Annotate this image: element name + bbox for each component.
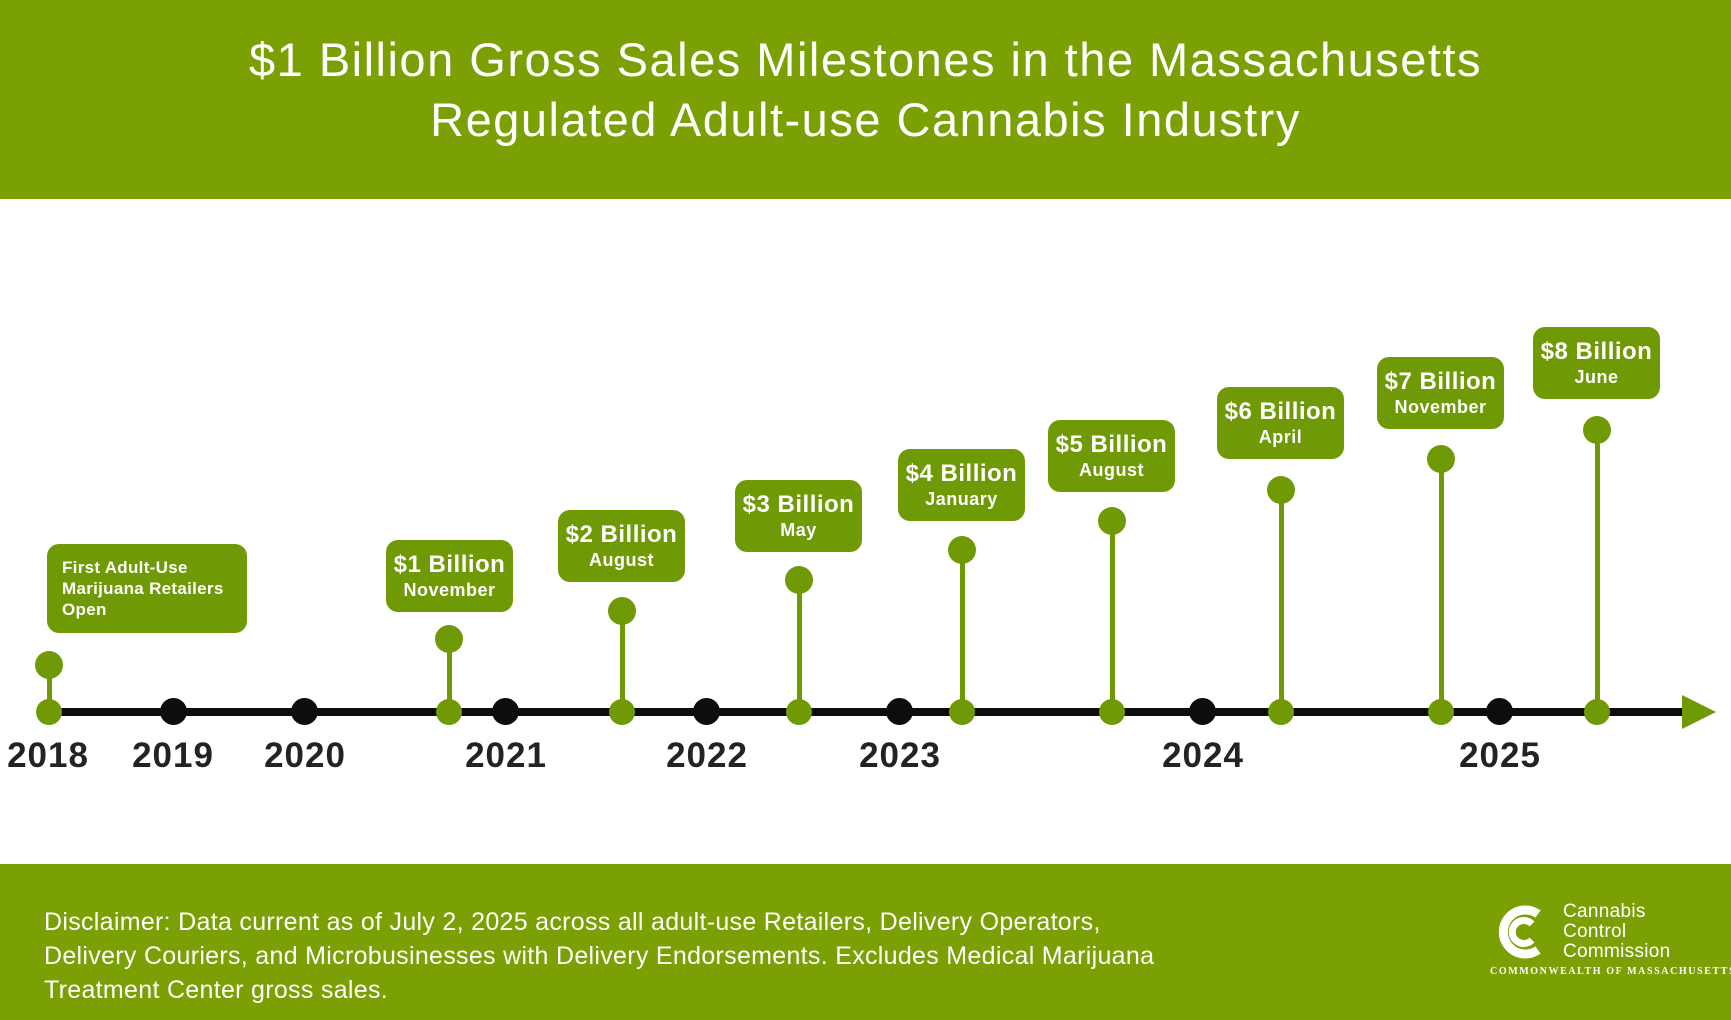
milestone-dot [1098, 507, 1126, 535]
year-label: 2019 [132, 736, 214, 775]
year-dot-2022 [693, 698, 720, 725]
milestone-timeline-dot [1428, 699, 1454, 725]
milestone-amount: $2 Billion [565, 521, 678, 548]
milestone-timeline-dot [949, 699, 975, 725]
milestone-amount: $8 Billion [1540, 338, 1653, 365]
year-label: 2022 [666, 736, 748, 775]
milestone-label-line3: Open [62, 600, 107, 619]
milestone-label: $5 Billion August [1048, 420, 1175, 492]
milestone-timeline-dot [609, 699, 635, 725]
header-band: $1 Billion Gross Sales Milestones in the… [0, 0, 1731, 199]
milestone-label-line1: First Adult-Use [62, 558, 188, 577]
year-label: 2023 [859, 736, 941, 775]
page-title-line1: $1 Billion Gross Sales Milestones in the… [248, 33, 1483, 86]
year-dot-2025 [1486, 698, 1513, 725]
milestone-stem [47, 665, 52, 712]
milestone-stem [447, 639, 452, 712]
logo-wordmark-line3: Commission [1563, 941, 1671, 962]
disclaimer-text: Disclaimer: Data current as of July 2, 2… [44, 905, 1154, 1007]
year-label: 2021 [465, 736, 547, 775]
milestone-label: $2 Billion August [558, 510, 685, 582]
milestone-stem [1110, 521, 1115, 712]
milestone-month: August [1079, 460, 1144, 480]
milestone-amount: $4 Billion [905, 460, 1018, 487]
logo-wordmark: Cannabis Control Commission [1563, 902, 1671, 962]
milestone-timeline-dot [36, 699, 62, 725]
year-dot-2019 [160, 698, 187, 725]
milestone-stem [620, 611, 625, 712]
milestone-timeline-dot [786, 699, 812, 725]
milestone-timeline-dot [436, 699, 462, 725]
milestone-month: January [925, 489, 998, 509]
page-title-line2: Regulated Adult-use Cannabis Industry [430, 93, 1301, 146]
milestone-label: $4 Billion January [898, 449, 1025, 521]
milestone-timeline-dot [1099, 699, 1125, 725]
milestone-month: November [1394, 397, 1487, 417]
milestone-dot [1267, 476, 1295, 504]
milestone-month: April [1258, 427, 1303, 447]
milestone-dot [1427, 445, 1455, 473]
logo-wordmark-line2: Control [1563, 921, 1627, 942]
milestone-amount: $6 Billion [1224, 398, 1337, 425]
milestone-stem [960, 550, 965, 712]
milestone-label: $3 Billion May [735, 480, 862, 552]
milestone-label: First Adult-Use Marijuana Retailers Open [47, 544, 247, 633]
footer-band [0, 864, 1731, 1020]
disclaimer-line3: Treatment Center gross sales. [44, 976, 389, 1004]
milestone-dot [948, 536, 976, 564]
disclaimer-line1: Disclaimer: Data current as of July 2, 2… [44, 908, 1101, 936]
year-dot-2021 [492, 698, 519, 725]
cannabis-control-commission-logo-icon [1496, 901, 1556, 963]
milestone-timeline-dot [1268, 699, 1294, 725]
milestone-label: $8 Billion June [1533, 327, 1660, 399]
year-label: 2025 [1459, 736, 1541, 775]
timeline-axis [38, 708, 1688, 716]
milestone-month: May [780, 520, 817, 540]
year-dot-2020 [291, 698, 318, 725]
year-dot-2024 [1189, 698, 1216, 725]
milestone-amount: $5 Billion [1055, 431, 1168, 458]
milestone-dot [435, 625, 463, 653]
milestone-label: $6 Billion April [1217, 387, 1344, 459]
page-title: $1 Billion Gross Sales Milestones in the… [0, 30, 1731, 150]
milestone-stem [1439, 459, 1444, 712]
milestone-month: August [589, 550, 654, 570]
milestone-label-line2: Marijuana Retailers [62, 579, 224, 598]
milestone-label: $1 Billion November [386, 540, 513, 612]
milestone-dot [35, 651, 63, 679]
disclaimer-line2: Delivery Couriers, and Microbusinesses w… [44, 942, 1155, 970]
milestone-stem [1279, 490, 1284, 712]
milestone-dot [785, 566, 813, 594]
milestone-amount: $3 Billion [742, 491, 855, 518]
logo-tagline: COMMONWEALTH OF MASSACHUSETTS [1490, 966, 1731, 977]
year-label: 2020 [264, 736, 346, 775]
milestone-amount: $1 Billion [393, 551, 506, 578]
milestone-month: November [403, 580, 496, 600]
milestone-month: June [1574, 367, 1619, 387]
milestone-timeline-dot [1584, 699, 1610, 725]
logo-wordmark-line1: Cannabis [1563, 901, 1646, 922]
milestone-stem [1595, 430, 1600, 712]
year-dot-2023 [886, 698, 913, 725]
year-label: 2018 [7, 736, 89, 775]
milestone-dot [1583, 416, 1611, 444]
milestone-amount: $7 Billion [1384, 368, 1497, 395]
year-label: 2024 [1162, 736, 1244, 775]
milestone-dot [608, 597, 636, 625]
milestone-stem [797, 580, 802, 712]
axis-arrowhead-icon [1682, 695, 1716, 729]
milestone-label: $7 Billion November [1377, 357, 1504, 429]
